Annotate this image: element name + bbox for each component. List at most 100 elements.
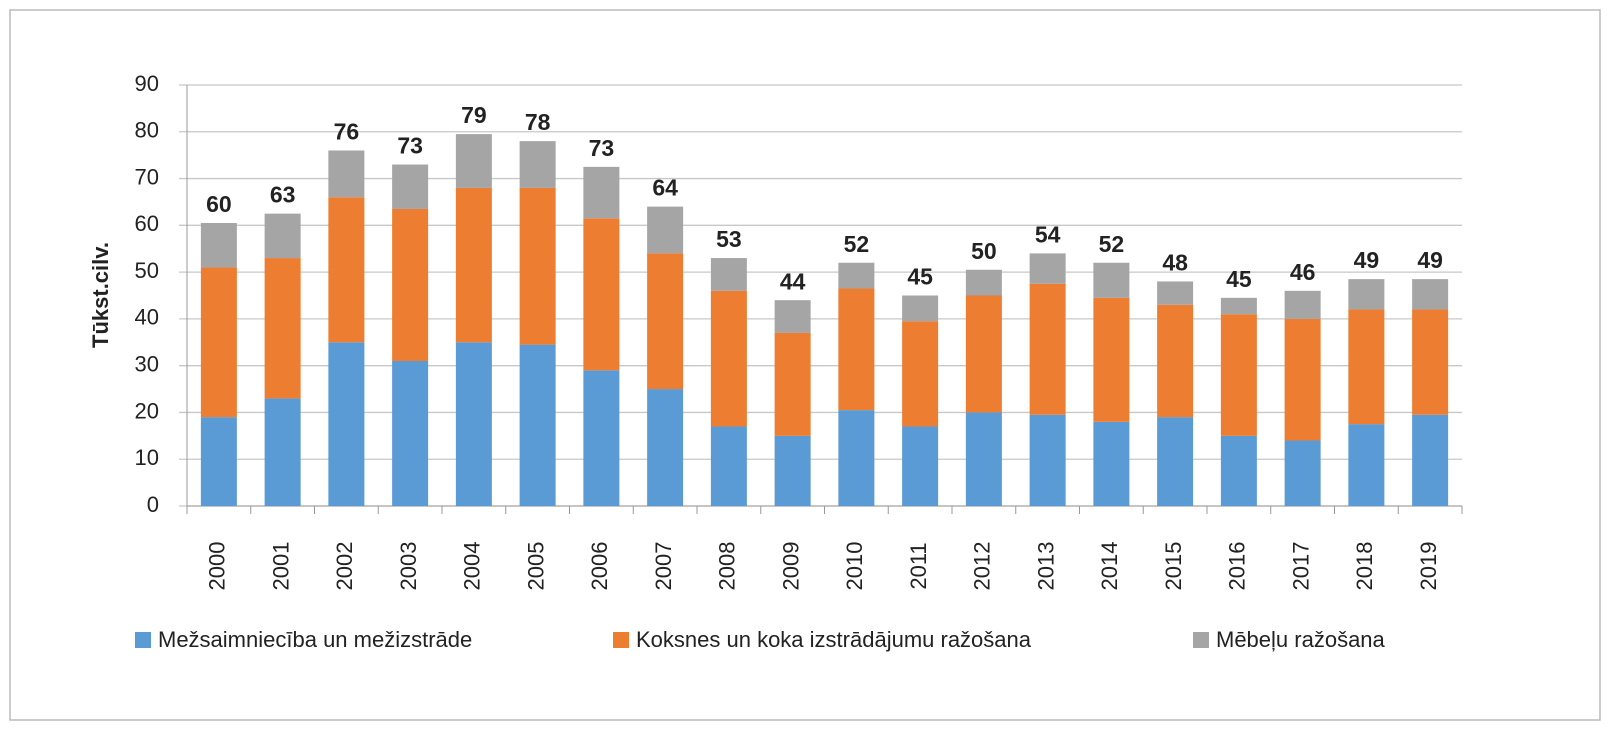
y-tick-label: 60 [135, 211, 159, 236]
bar-segment [902, 426, 939, 506]
bar-segment [965, 295, 1002, 413]
y-tick-label: 70 [135, 164, 159, 189]
bar-segment [1284, 318, 1321, 441]
bar-segment [200, 417, 237, 506]
bar-segment [1412, 309, 1449, 415]
x-tick-label: 2011 [906, 542, 931, 589]
total-label: 63 [270, 182, 296, 208]
bar-segment [519, 344, 556, 506]
y-tick-label: 50 [135, 258, 159, 283]
bar-segment [647, 389, 684, 506]
total-label: 52 [1099, 231, 1125, 257]
total-label: 48 [1162, 250, 1188, 276]
bar-segment [264, 258, 301, 399]
x-tick-label: 2013 [1033, 542, 1058, 591]
legend-swatch [135, 632, 151, 648]
bar-segment [200, 222, 237, 268]
bar-segment [1348, 424, 1385, 506]
bar-segment [1348, 309, 1385, 425]
x-tick-label: 2003 [396, 542, 421, 591]
total-label: 45 [1226, 266, 1252, 292]
bar-segment [583, 218, 620, 371]
legend-label: Mēbeļu ražošana [1216, 627, 1386, 652]
legend-label: Mežsaimniecība un mežizstrāde [158, 627, 472, 652]
bar-segment [455, 187, 492, 343]
bar-segment [455, 342, 492, 506]
total-label: 60 [206, 191, 232, 217]
bar-segment [838, 262, 875, 289]
bar-segment [1412, 414, 1449, 506]
legend-label: Koksnes un koka izstrādājumu ražošana [636, 627, 1032, 652]
bar-segment [710, 426, 747, 506]
x-tick-label: 2004 [460, 542, 485, 591]
bar-segment [1284, 290, 1321, 319]
x-tick-label: 2009 [778, 542, 803, 591]
bar-segment [200, 267, 237, 418]
x-tick-label: 2007 [651, 542, 676, 591]
bar-segment [647, 253, 684, 390]
total-label: 64 [652, 175, 678, 201]
total-label: 73 [397, 133, 423, 159]
bar-segment [1220, 314, 1257, 436]
x-tick-label: 2000 [205, 542, 230, 591]
y-tick-label: 30 [135, 351, 159, 376]
legend-swatch [613, 632, 629, 648]
total-label: 76 [334, 119, 360, 145]
total-label: 50 [971, 238, 997, 264]
x-tick-label: 2019 [1416, 542, 1441, 591]
x-tick-label: 2012 [970, 542, 995, 591]
bar-segment [1157, 281, 1194, 305]
bar-segment [264, 213, 301, 259]
y-tick-label: 20 [135, 398, 159, 423]
bar-segment [710, 290, 747, 427]
bar-segment [965, 412, 1002, 506]
total-label: 46 [1290, 259, 1316, 285]
bar-segment [774, 435, 811, 506]
x-tick-label: 2002 [332, 542, 357, 591]
total-label: 73 [589, 135, 615, 161]
bar-segment [264, 398, 301, 506]
total-label: 49 [1417, 247, 1443, 273]
bar-segment [965, 269, 1002, 296]
bar-segment [392, 164, 429, 209]
bar-segment [328, 342, 365, 506]
total-label: 45 [907, 264, 933, 290]
total-label: 52 [844, 231, 870, 257]
y-tick-label: 40 [135, 305, 159, 330]
x-tick-label: 2005 [523, 542, 548, 591]
bar-segment [1412, 279, 1449, 310]
bar-segment [838, 410, 875, 506]
bar-segment [455, 134, 492, 188]
x-tick-label: 2001 [268, 542, 293, 591]
bar-segment [1157, 304, 1194, 418]
y-tick-label: 10 [135, 445, 159, 470]
bar-segment [1157, 417, 1194, 506]
bar-segment [328, 197, 365, 343]
total-label: 78 [525, 109, 551, 135]
bar-segment [1348, 279, 1385, 310]
bar-segment [1029, 283, 1066, 415]
x-tick-label: 2010 [842, 542, 867, 591]
bar-segment [519, 187, 556, 345]
y-axis-title: Tūkst.cilv. [88, 242, 113, 348]
x-tick-label: 2008 [715, 542, 740, 591]
x-tick-label: 2016 [1225, 542, 1250, 591]
bar-segment [774, 300, 811, 333]
y-tick-label: 0 [147, 492, 159, 517]
bar-segment [328, 150, 365, 198]
bar-segment [710, 258, 747, 291]
bar-segment [392, 208, 429, 361]
legend-swatch [1193, 632, 1209, 648]
bar-segment [1284, 440, 1321, 506]
bar-segment [583, 166, 620, 219]
bar-segment [647, 206, 684, 254]
bar-segment [519, 141, 556, 188]
bar-segment [902, 295, 939, 322]
bar-segment [1220, 435, 1257, 506]
x-tick-label: 2006 [587, 542, 612, 591]
bar-segment [902, 321, 939, 427]
y-tick-label: 80 [135, 118, 159, 143]
x-tick-label: 2014 [1097, 542, 1122, 591]
